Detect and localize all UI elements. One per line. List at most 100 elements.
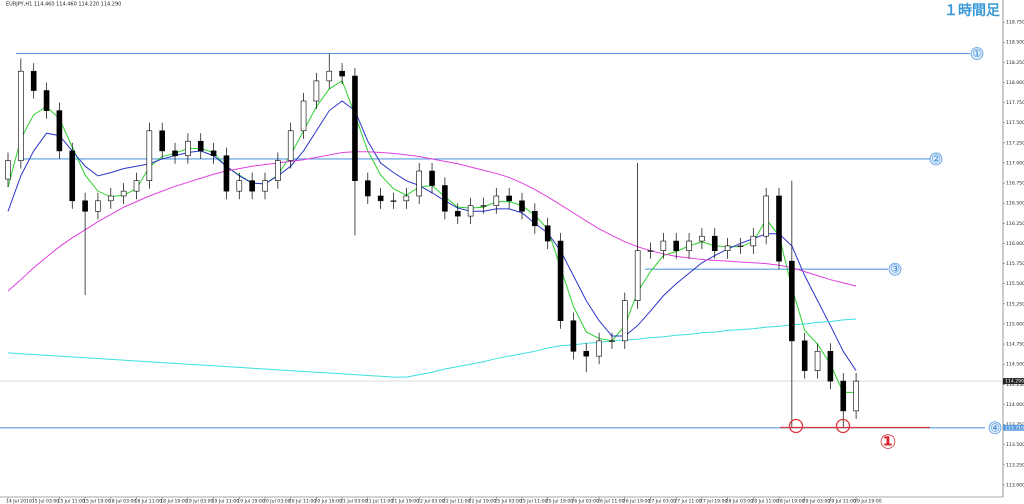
candle-body bbox=[519, 200, 525, 212]
y-tick-label: 117.250 bbox=[1006, 140, 1024, 146]
level-marker bbox=[929, 152, 943, 166]
candle-body bbox=[776, 195, 782, 262]
x-tick-label: 22 Jul 19:00 bbox=[469, 499, 497, 504]
y-tick-label: 114.750 bbox=[1006, 342, 1024, 348]
x-tick-label: 22 Jul 03:00 bbox=[417, 499, 445, 504]
y-tick-label: 118.000 bbox=[1006, 80, 1024, 86]
x-tick-label: 18 Jul 03:00 bbox=[109, 499, 137, 504]
candle-body bbox=[120, 190, 127, 197]
candle-body bbox=[185, 140, 191, 157]
level-marker bbox=[970, 47, 984, 60]
candle-body bbox=[249, 180, 255, 192]
y-tick-label: 114.250 bbox=[1006, 382, 1024, 388]
candle-body bbox=[82, 200, 88, 212]
x-tick-label: 26 Jul 19:00 bbox=[623, 499, 651, 504]
ma-line bbox=[7, 151, 857, 292]
x-tick-label: 29 Jul 19:00 bbox=[854, 499, 882, 504]
candle-body bbox=[480, 205, 487, 207]
header: EURJPY,H1 114.460 114.460 114.220 114.29… bbox=[6, 2, 121, 8]
y-tick-label: 115.500 bbox=[1006, 281, 1024, 287]
y-tick-label: 116.000 bbox=[1006, 241, 1024, 247]
candle-body bbox=[660, 240, 667, 252]
candle-body bbox=[699, 235, 705, 242]
y-tick-label: 118.750 bbox=[1006, 20, 1024, 26]
candle-body bbox=[596, 340, 602, 357]
candle-body bbox=[236, 180, 243, 192]
candle-body bbox=[686, 240, 692, 252]
x-tick-label: 29 Jul 03:00 bbox=[803, 499, 831, 504]
candle-body bbox=[262, 180, 268, 192]
level-price-box bbox=[1003, 424, 1024, 431]
x-tick-label: 14 Jul 2016 bbox=[6, 499, 32, 504]
candle-body bbox=[133, 180, 140, 192]
level-label: ② bbox=[931, 152, 941, 165]
bid-label: 114.290 bbox=[1005, 379, 1024, 385]
y-tick-label: 113.000 bbox=[1006, 482, 1024, 488]
x-tick-label: 19 Jul 03:00 bbox=[186, 499, 214, 504]
level-label: ④ bbox=[990, 421, 1000, 434]
level-marker bbox=[888, 262, 902, 276]
x-tick-label: 21 Jul 11:00 bbox=[366, 499, 394, 504]
x-tick-label: 19 Jul 11:00 bbox=[212, 499, 240, 504]
candle-body bbox=[210, 150, 217, 157]
candle-body bbox=[287, 130, 294, 161]
candle-body bbox=[95, 200, 101, 212]
candle-body bbox=[763, 195, 769, 237]
candle-body bbox=[172, 150, 178, 157]
candle-body bbox=[532, 210, 538, 227]
candle-body bbox=[634, 250, 641, 301]
candle-body bbox=[609, 340, 615, 342]
candle-body bbox=[750, 235, 757, 247]
y-tick-label: 116.250 bbox=[1006, 221, 1024, 227]
x-tick-label: 25 Jul 11:00 bbox=[520, 499, 548, 504]
level-price-label: 113.710 bbox=[1005, 425, 1024, 431]
candle-body bbox=[789, 260, 795, 342]
candle-body bbox=[197, 140, 204, 152]
y-tick-label: 116.750 bbox=[1006, 181, 1024, 187]
x-tick-label: 29 Jul 11:00 bbox=[828, 499, 856, 504]
x-tick-label: 15 Jul 03:00 bbox=[32, 499, 60, 504]
candle-body bbox=[339, 70, 345, 77]
candle-body bbox=[377, 195, 384, 202]
candle-body bbox=[159, 130, 165, 152]
candle-body bbox=[300, 100, 307, 132]
y-tick-label: 113.250 bbox=[1006, 462, 1024, 468]
candle-body bbox=[454, 210, 461, 217]
y-tick-label: 115.250 bbox=[1006, 301, 1024, 307]
candle-body bbox=[390, 200, 397, 202]
candle-body bbox=[56, 110, 63, 152]
level-marker bbox=[988, 421, 1002, 435]
candle-body bbox=[43, 90, 50, 111]
x-tick-label: 27 Jul 03:00 bbox=[649, 499, 677, 504]
x-tick-label: 28 Jul 11:00 bbox=[751, 499, 779, 504]
candle-body bbox=[18, 70, 24, 161]
x-tick-label: 19 Jul 19:00 bbox=[237, 499, 265, 504]
candle-body bbox=[429, 170, 435, 186]
x-tick-label: 28 Jul 19:00 bbox=[777, 499, 805, 504]
candle-body bbox=[801, 340, 808, 371]
candle-body bbox=[403, 195, 410, 202]
x-tick-label: 20 Jul 11:00 bbox=[289, 499, 317, 504]
candle-body bbox=[673, 240, 680, 252]
ma-line bbox=[7, 318, 857, 378]
candle-body bbox=[352, 75, 358, 181]
x-tick-label: 15 Jul 11:00 bbox=[57, 499, 85, 504]
annotation: ① bbox=[880, 430, 897, 454]
candle-body bbox=[724, 245, 731, 252]
candle-body bbox=[647, 250, 654, 252]
x-tick-label: 27 Jul 11:00 bbox=[674, 499, 702, 504]
x-tick-label: 25 Jul 19:00 bbox=[546, 499, 574, 504]
level-label: ① bbox=[972, 47, 982, 60]
candle-body bbox=[493, 195, 500, 206]
y-tick-label: 117.000 bbox=[1006, 160, 1024, 166]
candle-body bbox=[621, 300, 628, 342]
x-tick-label: 22 Jul 11:00 bbox=[443, 499, 471, 504]
level-label: ③ bbox=[890, 263, 900, 276]
x-tick-label: 28 Jul 03:00 bbox=[726, 499, 754, 504]
candle-body bbox=[506, 195, 512, 202]
y-tick-label: 118.250 bbox=[1006, 60, 1024, 66]
candle-body bbox=[313, 80, 320, 102]
x-tick-label: 20 Jul 03:00 bbox=[263, 499, 291, 504]
x-tick-label: 15 Jul 19:00 bbox=[83, 499, 111, 504]
